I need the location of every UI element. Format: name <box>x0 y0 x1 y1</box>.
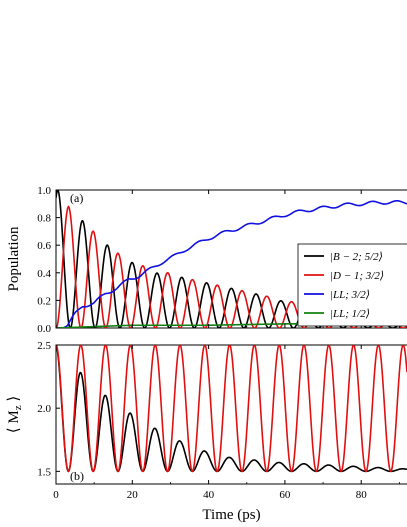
y-tick-label: 0.6 <box>37 240 51 252</box>
legend: |B − 2; 5/2⟩ |D − 1; 3/2⟩ |LL; 3/2⟩ |LL; 1/… <box>297 243 407 327</box>
y-tick-label: 1.5 <box>37 466 51 478</box>
legend-label: |B − 2; 5/2⟩ <box>330 251 383 263</box>
panel-a-ticks: 0.0 0.2 0.4 0.6 0.8 1.0 <box>37 185 400 335</box>
panel-b-series <box>56 345 407 473</box>
legend-label: |D − 1; 3/2⟩ <box>330 270 384 282</box>
panel-a-y-axis-title: Population <box>6 226 22 292</box>
panel-a-frame <box>55 189 407 329</box>
y-tick-label: 0.2 <box>37 295 51 307</box>
y-tick-label: 1.0 <box>37 185 51 197</box>
x-tick-label: 80 <box>356 489 368 501</box>
x-tick-label: 60 <box>279 489 291 501</box>
y-tick-label: 0.8 <box>37 213 51 225</box>
panel-b-label: (b) <box>70 469 84 483</box>
panel-b-y-axis-title: ⟨ Mz ⟩ <box>6 396 24 433</box>
x-tick-label: 0 <box>53 489 59 501</box>
panel-b-ticks: 0 20 40 60 80 1.5 2.0 2.5 <box>37 340 400 501</box>
legend-label: |LL; 3/2⟩ <box>330 289 370 301</box>
panel-a: 0.0 0.2 0.4 0.6 0.8 1.0 (a) Population |B − 2… <box>6 185 407 335</box>
x-tick-label: 40 <box>203 489 215 501</box>
series-a-2-line <box>56 199 407 328</box>
panel-a-label: (a) <box>70 191 83 205</box>
series-b-0-line <box>56 345 407 473</box>
y-tick-label: 0.4 <box>37 268 51 280</box>
y-tick-label: 0.0 <box>37 323 51 335</box>
panel-b: 0 20 40 60 80 1.5 2.0 2.5 (b) ⟨ Mz ⟩ <box>6 340 407 501</box>
legend-label: |LL; 1/2⟩ <box>330 308 370 320</box>
y-tick-label: 2.5 <box>37 340 51 352</box>
panel-b-frame <box>55 344 407 485</box>
x-tick-label: 20 <box>127 489 139 501</box>
y-tick-label: 2.0 <box>37 403 51 415</box>
series-b-1-line <box>56 345 407 473</box>
x-axis-title: Time (ps) <box>202 507 260 523</box>
